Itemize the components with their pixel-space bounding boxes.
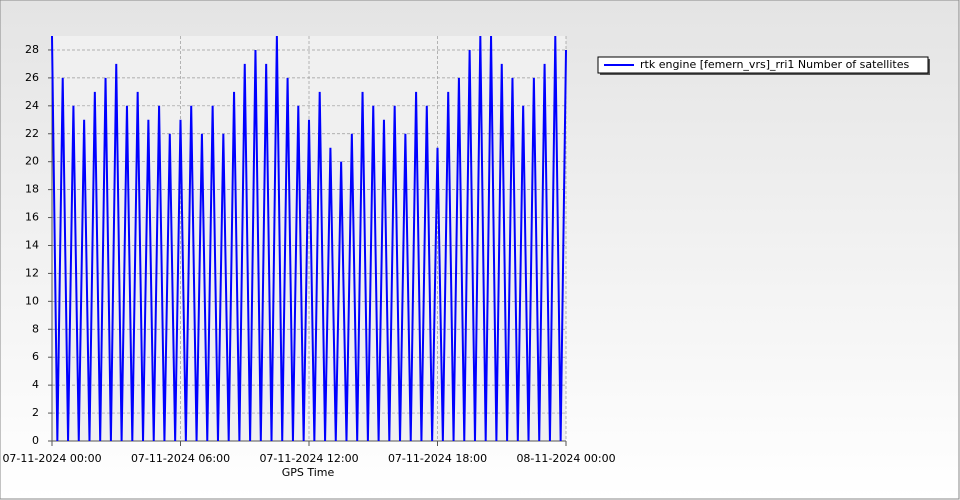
y-tick-label: 18 [25, 183, 39, 196]
legend-label: rtk engine [femern_vrs]_rri1 Number of s… [640, 58, 909, 71]
y-tick-label: 12 [25, 266, 39, 279]
series-line [51, 35, 567, 442]
x-tick-label: 07-11-2024 06:00 [131, 452, 230, 465]
y-tick-label: 22 [25, 127, 39, 140]
y-tick-label: 24 [25, 99, 39, 112]
y-tick-label: 28 [25, 43, 39, 56]
y-tick-label: 6 [32, 350, 39, 363]
y-tick-label: 10 [25, 294, 39, 307]
x-axis-title: GPS Time [282, 466, 335, 479]
y-tick-label: 8 [32, 322, 39, 335]
y-tick-label: 14 [25, 238, 39, 251]
x-tick-label: 08-11-2024 00:00 [516, 452, 615, 465]
y-tick-label: 16 [25, 211, 39, 224]
y-tick-label: 20 [25, 155, 39, 168]
y-tick-label: 4 [32, 378, 39, 391]
y-tick-label: 0 [32, 434, 39, 447]
y-tick-label: 2 [32, 406, 39, 419]
x-tick-label: 07-11-2024 18:00 [388, 452, 487, 465]
x-tick-label: 07-11-2024 12:00 [259, 452, 358, 465]
x-tick-label: 07-11-2024 00:00 [2, 452, 101, 465]
y-tick-label: 26 [25, 71, 39, 84]
legend-box [597, 56, 929, 74]
